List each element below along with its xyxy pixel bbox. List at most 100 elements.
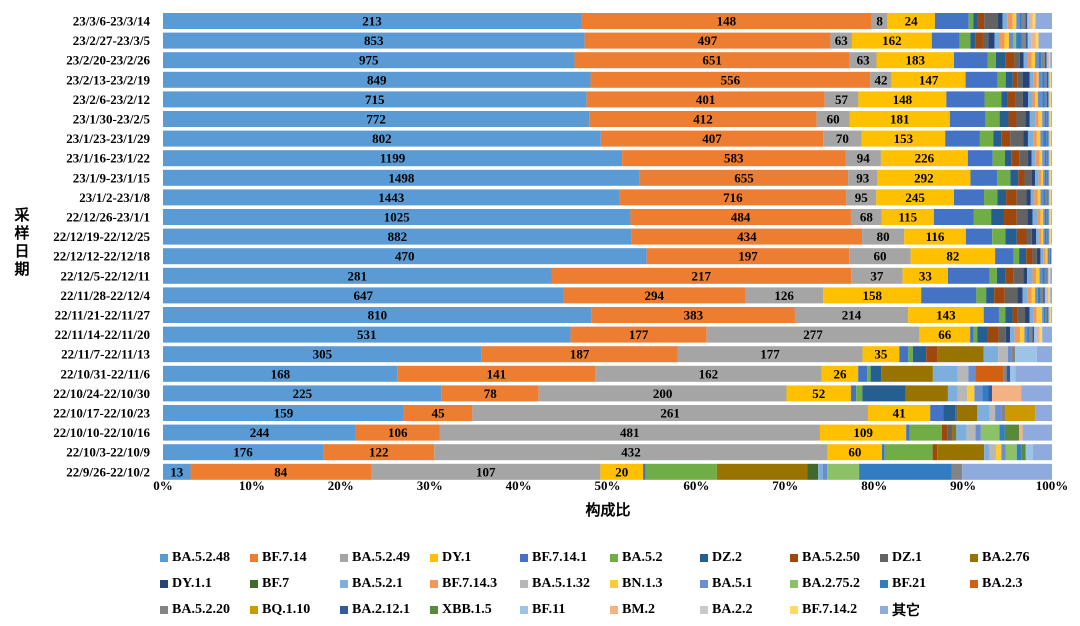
legend-swatch xyxy=(250,554,258,562)
bar-segment xyxy=(977,405,990,421)
data-label: 24 xyxy=(905,14,919,29)
bar-segment xyxy=(1017,287,1023,304)
bar-segment xyxy=(163,228,632,245)
data-label: 82 xyxy=(946,249,959,264)
bar-segment xyxy=(538,385,787,402)
bar-segment xyxy=(867,405,931,421)
bar-segment xyxy=(1021,444,1026,461)
bar-segment xyxy=(926,346,938,363)
bar-segment xyxy=(955,405,958,421)
bar-segment xyxy=(595,365,822,382)
bar-segment xyxy=(1048,169,1050,186)
category-label: 23/1/30-23/2/5 xyxy=(73,112,151,127)
legend-item: BA.5.2.50 xyxy=(790,550,880,566)
bar-segment xyxy=(1045,189,1048,206)
bar-segment xyxy=(163,326,571,343)
bar-segment xyxy=(970,32,976,49)
bar-segment xyxy=(1015,346,1037,363)
bar-segment xyxy=(591,307,795,323)
legend-item: BN.1.3 xyxy=(610,576,700,592)
bar-segment xyxy=(1031,169,1036,186)
bar-segment xyxy=(1047,130,1049,147)
bar-segment xyxy=(371,463,601,480)
bar-segment xyxy=(861,130,946,147)
bar-segment xyxy=(995,444,1002,461)
bar-segment xyxy=(849,111,950,127)
bar-segment xyxy=(1021,385,1052,402)
data-label: 1025 xyxy=(384,210,411,225)
legend-item: BF.7.14.2 xyxy=(790,602,880,618)
bar-segment xyxy=(827,463,860,480)
bar-segment xyxy=(1035,405,1052,421)
bar-segment xyxy=(190,463,372,480)
data-label: 245 xyxy=(905,190,925,205)
bar-segment xyxy=(999,424,1005,441)
x-tick-label: 20% xyxy=(328,478,354,493)
bar-segment xyxy=(998,346,1008,363)
legend-item: BA.2.2 xyxy=(700,602,790,618)
bar-segment xyxy=(947,267,990,284)
bar-segment xyxy=(1041,228,1044,245)
x-tick-label: 10% xyxy=(239,478,265,493)
bar-segment xyxy=(1010,169,1019,186)
bar-segment xyxy=(323,444,435,461)
bar-segment xyxy=(1007,13,1013,29)
bar-segment xyxy=(973,209,992,225)
legend-label: XBB.1.5 xyxy=(442,602,492,617)
legend-item: BA.2.76 xyxy=(970,550,1060,566)
category-label: 23/2/13-23/2/19 xyxy=(66,72,150,87)
bar-segment xyxy=(472,405,868,421)
data-label: 80 xyxy=(877,229,890,244)
bar-segment xyxy=(979,130,994,147)
legend-label: BA.5.1 xyxy=(712,576,753,591)
legend-item: BA.5.2 xyxy=(610,550,700,566)
bar-segment xyxy=(1022,91,1029,108)
bar-segment xyxy=(1033,71,1037,88)
bar-segment xyxy=(1050,52,1052,69)
bar-segment xyxy=(1027,52,1032,69)
bar-segment xyxy=(1051,130,1052,147)
bar-segment xyxy=(1051,307,1052,323)
bar-segment xyxy=(1050,150,1052,167)
data-label: 176 xyxy=(233,445,253,460)
data-label: 148 xyxy=(893,92,913,107)
data-label: 407 xyxy=(702,131,722,146)
data-label: 70 xyxy=(836,131,849,146)
bar-segment xyxy=(1036,326,1040,343)
bar-segment xyxy=(994,32,1000,49)
bar-segment xyxy=(1040,130,1044,147)
data-label: 60 xyxy=(827,112,840,127)
bar-segment xyxy=(1044,111,1047,127)
data-label: 148 xyxy=(717,14,737,29)
bar-segment xyxy=(1049,71,1051,88)
bar-segment xyxy=(1049,91,1051,108)
data-label: 183 xyxy=(906,53,926,68)
bar-segment xyxy=(984,444,990,461)
bar-segment xyxy=(1013,32,1017,49)
bar-segment xyxy=(871,13,888,29)
bar-segment xyxy=(1035,91,1038,108)
bar-segment xyxy=(1023,267,1028,284)
bar-segment xyxy=(163,91,587,108)
legend-label: DY.1 xyxy=(442,550,472,565)
data-label: 281 xyxy=(348,268,368,283)
bar-segment xyxy=(1027,209,1033,225)
bar-segment xyxy=(1016,444,1022,461)
bar-segment xyxy=(845,150,881,167)
bar-segment xyxy=(988,32,995,49)
bar-segment xyxy=(858,91,947,108)
bar-segment xyxy=(786,385,851,402)
bar-segment xyxy=(631,228,863,245)
bar-segment xyxy=(1021,13,1026,29)
bar-segment xyxy=(947,385,958,402)
bar-segment xyxy=(584,32,831,49)
bar-segment xyxy=(994,287,1005,304)
bar-segment xyxy=(1026,228,1032,245)
data-label: 647 xyxy=(353,288,373,303)
bar-segment xyxy=(1005,405,1036,421)
data-label: 715 xyxy=(365,92,385,107)
data-label: 651 xyxy=(702,53,722,68)
data-label: 882 xyxy=(388,229,408,244)
data-label: 292 xyxy=(914,170,934,185)
bar-segment xyxy=(954,189,985,206)
